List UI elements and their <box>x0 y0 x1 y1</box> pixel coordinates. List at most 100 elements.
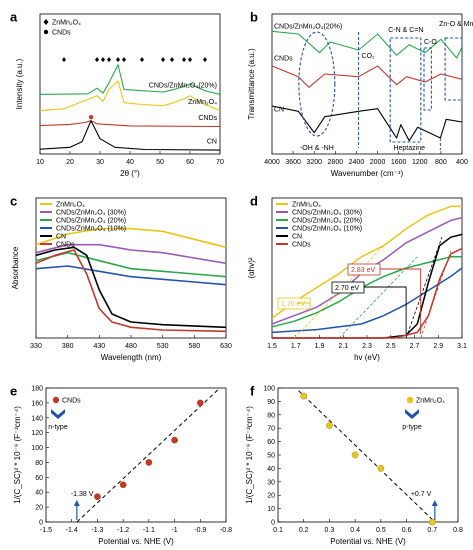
x-tick-label-a: 40 <box>126 159 134 166</box>
annotation-co2: CO₂ <box>362 53 376 60</box>
y-axis-label-f: 1/(C_SC)² * 10⁻⁹ (F⁻²cm⁻⁴) <box>245 406 254 504</box>
gap-label-d-1: 2.70 eV <box>335 285 359 292</box>
panel-label-c: c <box>10 194 17 209</box>
panel-b: b Wavenumber (cm⁻¹) Transmittance (a.u.) 40… <box>247 10 473 178</box>
x-tick-label-a: 20 <box>66 159 74 166</box>
series-line-d-3 <box>271 267 463 334</box>
region-co <box>423 47 432 111</box>
y-axis-label-c: Absorbance <box>11 246 20 289</box>
panel-e: e Potential vs. NHE (V) 1/(C_SC)² * 10⁻⁹ (… <box>10 384 232 546</box>
x-tick-label-c: 580 <box>188 343 200 350</box>
x-tick-label-b: 1600 <box>391 159 407 166</box>
x-tick-label-d: 1.5 <box>267 343 277 350</box>
x-tick-label-a: 10 <box>36 159 44 166</box>
y-tick-label-e: 120 <box>31 430 43 437</box>
x-tick-label-b: 2800 <box>328 159 344 166</box>
series-line-c-4 <box>35 246 227 329</box>
intercept-label-e: -1.38 V <box>71 491 94 498</box>
gap-pointer-d-0 <box>380 268 422 334</box>
x-tick-label-c: 380 <box>62 343 74 350</box>
x-tick-label-d: 1.7 <box>291 343 301 350</box>
x-tick-label-f: 0.1 <box>273 527 283 534</box>
y-axis-label-d: (αhv)² <box>247 257 256 278</box>
series-label-a-0: CNDs/ZnMn₂O₄(20%) <box>149 83 217 90</box>
data-point-e-2 <box>145 459 153 466</box>
series-line-b-0 <box>271 30 463 59</box>
legend-marker-a-1 <box>43 29 49 35</box>
annotation-oh-nh: -OH & -NH <box>300 145 334 152</box>
diamond-marker-a-0 <box>62 57 66 63</box>
diamond-marker-a-7 <box>161 57 165 63</box>
intercept-label-f: +0.7 V <box>411 491 432 498</box>
legend-label-e: CNDs <box>62 398 81 405</box>
y-tick-label-e: 100 <box>31 445 43 452</box>
panel-label-f: f <box>250 384 255 399</box>
series-line-c-2 <box>35 251 227 278</box>
diamond-marker-a-5 <box>122 57 126 63</box>
plot-frame-f <box>277 387 459 523</box>
series-label-a-3: CN <box>207 139 217 146</box>
x-tick-label-f: 0.8 <box>453 527 463 534</box>
region-oh-nh <box>298 31 336 137</box>
y-tick-label-f: 50 <box>267 453 275 460</box>
legend-label-d-1: CNDs/ZnMn₂O₄ (30%) <box>292 210 362 217</box>
panel-f: f Potential vs. NHE (V) 1/(C_SC)² * 10⁻⁹ (… <box>245 384 463 546</box>
series-line-b-2 <box>271 105 463 142</box>
gap-label-d-0: 2.83 eV <box>351 267 375 274</box>
series-line-a-1 <box>39 80 221 112</box>
gap-box-d-2 <box>277 297 311 310</box>
y-tick-label-e: 180 <box>31 386 43 393</box>
x-tick-label-c: 530 <box>157 343 169 350</box>
y-tick-label-e: 140 <box>31 415 43 422</box>
x-axis-label-f: Potential vs. NHE (V) <box>330 537 406 546</box>
annotation-heptazine: Heptazine <box>393 145 425 152</box>
y-tick-label-f: 10 <box>267 506 275 513</box>
legend-label-c-0: ZnMn₂O₄ <box>56 202 85 209</box>
x-tick-label-e: -1.5 <box>40 527 52 534</box>
legend-marker-a-0 <box>43 19 49 25</box>
series-line-b-1 <box>271 65 463 88</box>
series-line-c-3 <box>35 265 227 286</box>
data-point-f-1 <box>326 422 333 429</box>
x-tick-label-c: 630 <box>220 343 232 350</box>
y-tick-label-e: 80 <box>35 460 43 467</box>
x-tick-label-b: 3600 <box>285 159 301 166</box>
diamond-marker-a-10 <box>188 57 192 63</box>
series-line-c-1 <box>35 243 227 265</box>
legend-label-c-1: CNDs/ZnMn₂O₄ (30%) <box>56 210 126 217</box>
x-tick-label-e: -1 <box>171 527 177 534</box>
x-tick-label-c: 330 <box>30 343 42 350</box>
x-axis-label-d: hv (eV) <box>354 353 380 362</box>
legend-label-a-1: CNDs <box>52 30 71 37</box>
y-tick-label-e: 20 <box>35 505 43 512</box>
series-label-b-1: CNDs <box>274 56 293 63</box>
x-tick-label-d: 3.1 <box>457 343 467 350</box>
legend-marker-e <box>52 396 60 404</box>
panel-label-a: a <box>10 10 18 25</box>
y-tick-label-f: 90 <box>267 399 275 406</box>
legend-label-d-2: CNDs/ZnMn₂O₄ (20%) <box>292 218 362 225</box>
data-point-e-0 <box>94 493 101 501</box>
series-label-a-2: CNDs <box>198 115 217 122</box>
x-tick-label-b: 4000 <box>264 159 280 166</box>
gap-box-d-1 <box>331 281 365 294</box>
x-axis-label-a: 2θ (°) <box>120 169 140 178</box>
plot-frame-b <box>271 13 463 155</box>
y-tick-label-e: 0 <box>39 520 43 527</box>
diamond-marker-a-9 <box>182 57 186 63</box>
x-tick-label-b: 2000 <box>370 159 386 166</box>
panel-a: a 2θ (°) Intensity (a.u.) 10 20 30 40 50 60 70 CND… <box>10 10 224 178</box>
y-tick-label-f: 70 <box>267 426 275 433</box>
panel-c: c Wavelength (nm) Absorbance 330 380 430 480 53… <box>10 194 232 362</box>
x-tick-label-e: -1.4 <box>66 527 78 534</box>
x-tick-label-f: 0.3 <box>325 527 335 534</box>
x-tick-label-f: 0.4 <box>350 527 360 534</box>
panel-label-d: d <box>250 194 258 209</box>
y-tick-label-e: 60 <box>35 475 43 482</box>
region-zno <box>444 37 463 101</box>
series-label-b-2: CN <box>274 106 284 113</box>
tangent-d-1 <box>405 237 443 339</box>
x-tick-label-a: 60 <box>186 159 194 166</box>
panel-label-b: b <box>250 10 258 25</box>
